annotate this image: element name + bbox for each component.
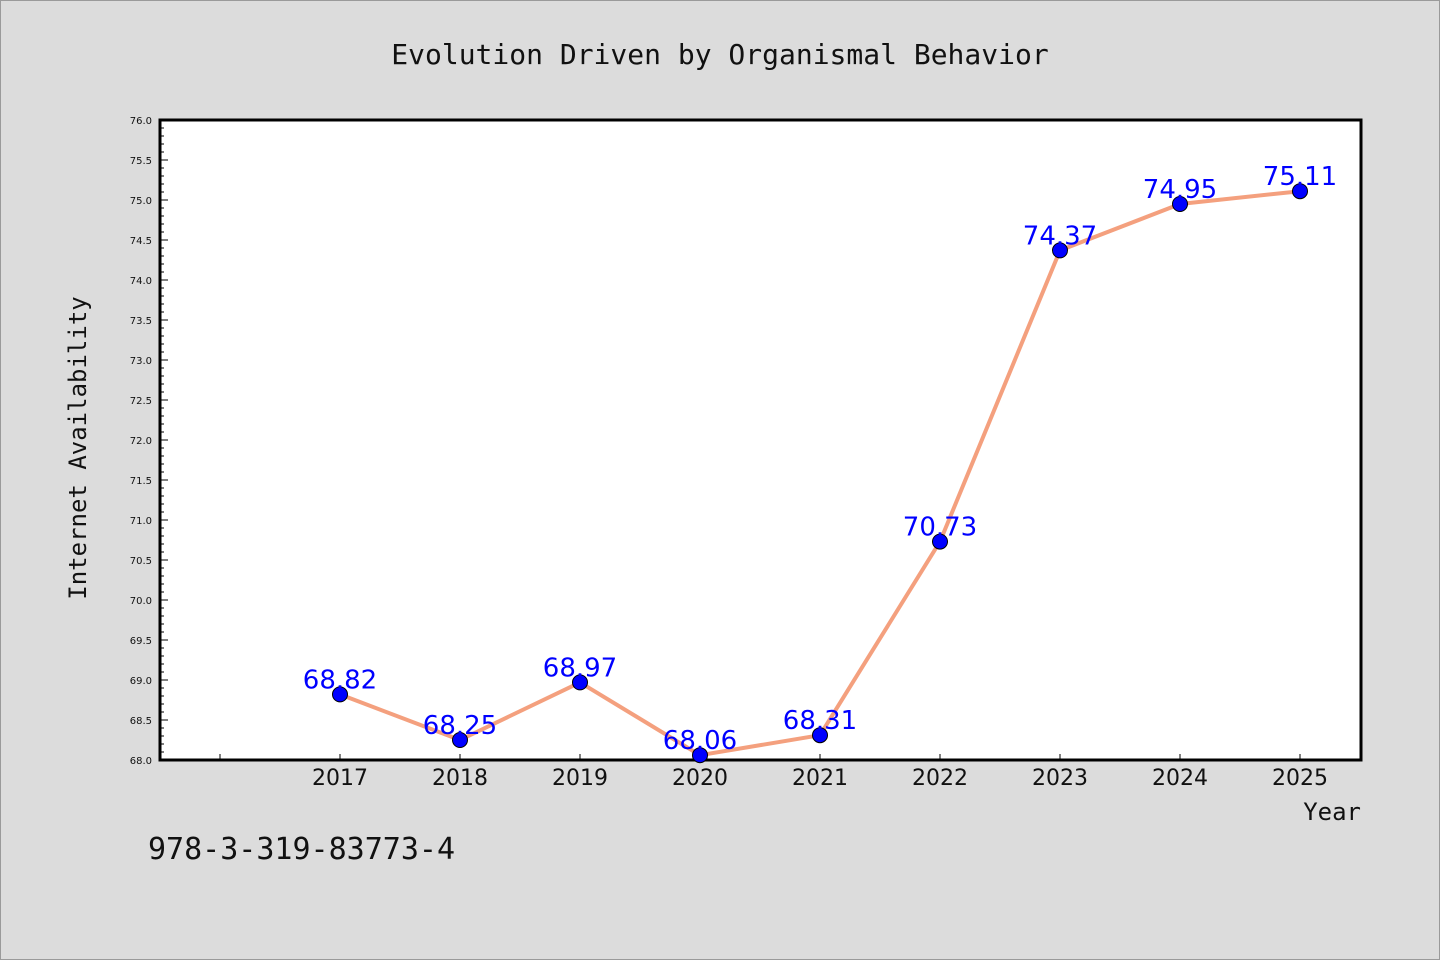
y-tick-label: 70.0 [130, 596, 152, 607]
y-tick-label: 70.5 [130, 556, 152, 567]
data-label: 68.06 [663, 726, 737, 756]
isbn-footer: 978-3-319-83773-4 [148, 832, 456, 867]
data-label: 68.97 [543, 653, 617, 683]
data-point-marker [1052, 242, 1068, 259]
data-point-marker [452, 732, 468, 748]
y-tick-label: 73.5 [130, 316, 152, 327]
x-tick-label: 2018 [432, 766, 488, 791]
x-tick-label: 2024 [1152, 766, 1208, 791]
y-tick-label: 74.5 [130, 236, 152, 247]
data-point-marker [1292, 183, 1308, 200]
y-tick-label: 71.5 [130, 476, 152, 487]
chart-title: Evolution Driven by Organismal Behavior [391, 38, 1048, 71]
plot-area [158, 118, 1363, 762]
data-label: 68.31 [783, 706, 857, 736]
x-tick-label: 2023 [1032, 766, 1088, 791]
y-tick-label: 69.5 [130, 636, 152, 647]
data-point-marker [932, 533, 948, 550]
x-tick-label: 2021 [792, 766, 848, 791]
y-tick-label: 69.0 [130, 676, 152, 687]
x-axis-title: Year [1303, 798, 1361, 826]
data-label: 70.73 [903, 513, 977, 543]
data-label: 68.25 [423, 711, 497, 741]
y-tick-label: 72.0 [130, 436, 152, 447]
data-point-marker [692, 747, 708, 764]
y-tick-label: 76.0 [130, 116, 152, 127]
data-point-marker [812, 727, 828, 744]
data-labels-group: 68.82 68.25 68.97 68.06 68.31 70.73 74.37 74.95… [303, 162, 1337, 756]
y-tick-label: 74.0 [130, 276, 152, 287]
data-label: 74.37 [1023, 221, 1097, 251]
y-axis: 68.0 68.5 69.0 69.5 70.0 70.5 71.0 71.5 72.0 72.5… [130, 116, 168, 767]
x-axis: 2017 2018 2019 2020 2021 2022 2023 2024 2025 [219, 754, 1328, 791]
data-label: 68.82 [303, 665, 377, 695]
y-tick-label: 72.5 [130, 396, 152, 407]
y-tick-label: 75.5 [130, 156, 152, 167]
markers-group [332, 183, 1308, 764]
y-tick-label: 71.0 [130, 516, 152, 527]
x-tick-label: 2022 [912, 766, 968, 791]
data-label: 74.95 [1143, 175, 1217, 205]
y-tick-label: 73.0 [130, 356, 152, 367]
y-axis-title: Internet Availability [64, 296, 92, 599]
data-point-marker [332, 686, 348, 703]
x-tick-label: 2019 [552, 766, 608, 791]
data-label: 75.11 [1263, 162, 1337, 192]
y-tick-label: 68.5 [130, 716, 152, 727]
data-point-marker [1172, 196, 1188, 212]
data-point-marker [572, 674, 588, 691]
y-tick-label: 75.0 [130, 196, 152, 207]
x-tick-label: 2025 [1272, 766, 1328, 791]
x-tick-label: 2017 [312, 766, 368, 791]
x-tick-label: 2020 [672, 766, 728, 791]
y-tick-label: 68.0 [130, 756, 152, 767]
